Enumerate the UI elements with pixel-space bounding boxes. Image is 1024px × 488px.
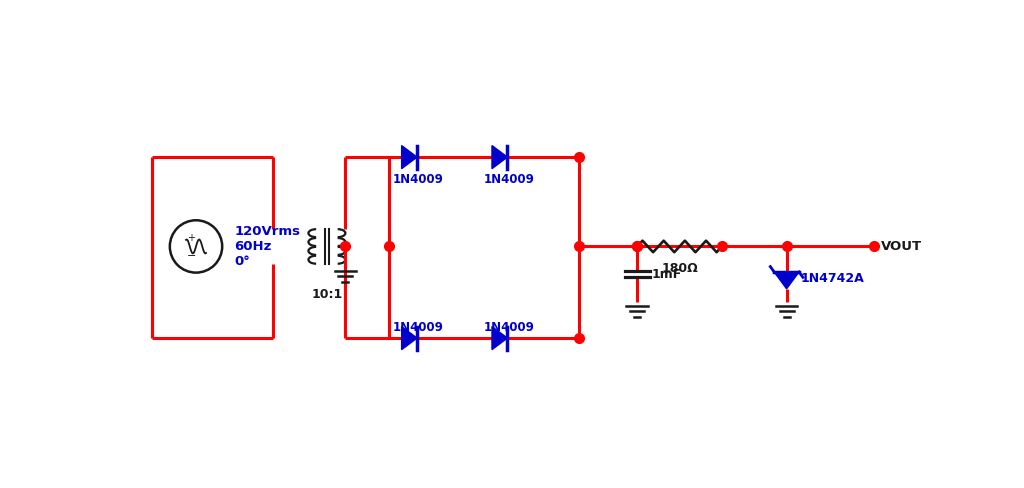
Polygon shape — [401, 326, 417, 349]
Text: 1N4009: 1N4009 — [393, 321, 444, 334]
Text: 1N4009: 1N4009 — [483, 173, 535, 185]
Text: 1N4009: 1N4009 — [483, 321, 535, 334]
Text: 1N4009: 1N4009 — [393, 173, 444, 185]
Text: +: + — [187, 233, 196, 243]
Text: 120Vrms: 120Vrms — [234, 225, 300, 238]
Text: 0°: 0° — [234, 255, 250, 268]
Text: VOUT: VOUT — [882, 240, 923, 253]
Polygon shape — [492, 326, 507, 349]
Polygon shape — [401, 145, 417, 169]
Text: 1mF: 1mF — [651, 267, 681, 281]
Polygon shape — [774, 272, 799, 289]
Text: 180Ω: 180Ω — [662, 262, 698, 275]
Text: 10:1: 10:1 — [311, 288, 343, 301]
Polygon shape — [492, 145, 507, 169]
Text: 1N4742A: 1N4742A — [801, 271, 864, 285]
Text: 60Hz: 60Hz — [234, 240, 272, 253]
Text: −: − — [186, 251, 196, 261]
